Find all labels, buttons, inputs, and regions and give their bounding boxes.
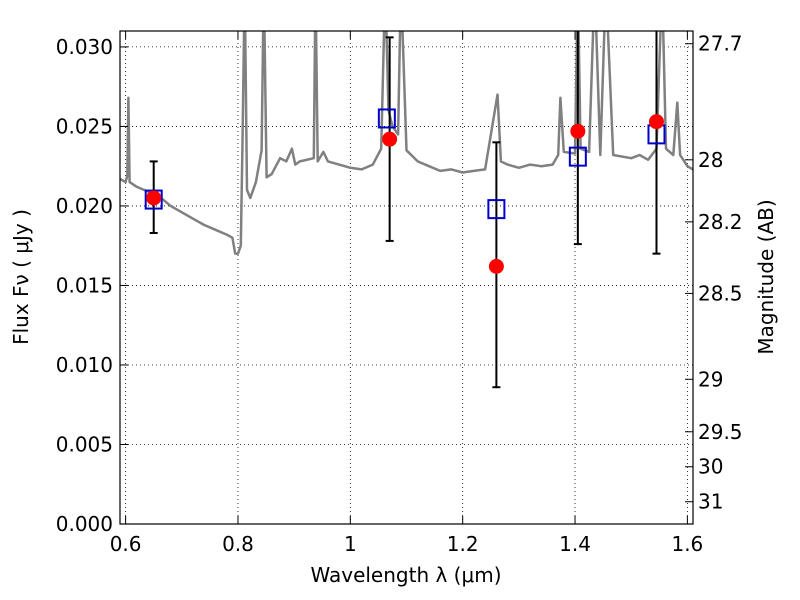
right-tick-label: 31 xyxy=(698,490,723,514)
right-tick-label: 29.5 xyxy=(698,420,743,444)
observed-point-marker xyxy=(570,123,586,139)
plot-area xyxy=(120,31,693,389)
model-square-marker xyxy=(377,108,396,129)
right-tick-label: 29 xyxy=(698,367,723,391)
x-tick-label: 1.2 xyxy=(447,532,479,556)
observed-point-marker xyxy=(648,114,664,130)
x-tick-label: 1.4 xyxy=(559,532,591,556)
axis-ticks: 0.6 0.8 1 1.2 1.4 1.6 0.000 0.005 0.010 0.015 0.02… xyxy=(56,31,743,556)
y-tick-label: 0.030 xyxy=(56,35,113,59)
spectrum-line xyxy=(120,31,693,255)
right-tick-label: 28 xyxy=(698,148,723,172)
model-square-marker xyxy=(568,146,587,167)
plot-frame xyxy=(119,30,694,525)
right-tick-label: 28.2 xyxy=(698,210,743,234)
y-tick-label: 0.025 xyxy=(56,114,113,138)
y-axis-title: Flux Fν ( μJy ) xyxy=(9,209,33,345)
right-tick-label: 28.5 xyxy=(698,281,743,305)
y-tick-label: 0.010 xyxy=(56,353,113,377)
observed-point-marker xyxy=(488,258,504,274)
right-axis-title: Magnitude (AB) xyxy=(754,199,778,354)
y-tick-label: 0.020 xyxy=(56,194,113,218)
y-tick-label: 0.015 xyxy=(56,273,113,297)
model-square-marker xyxy=(487,199,506,220)
x-tick-label: 1 xyxy=(344,532,357,556)
y-tick-label: 0.000 xyxy=(56,512,113,536)
observed-point-marker xyxy=(146,190,162,206)
right-tick-label: 27.7 xyxy=(698,32,743,56)
observed-point-marker xyxy=(382,131,398,147)
x-tick-label: 0.6 xyxy=(110,532,142,556)
x-tick-label: 0.8 xyxy=(222,532,254,556)
right-tick-label: 30 xyxy=(698,455,723,479)
x-tick-label: 1.6 xyxy=(671,532,703,556)
x-axis-title: Wavelength λ (μm) xyxy=(310,563,501,587)
y-tick-label: 0.005 xyxy=(56,432,113,456)
